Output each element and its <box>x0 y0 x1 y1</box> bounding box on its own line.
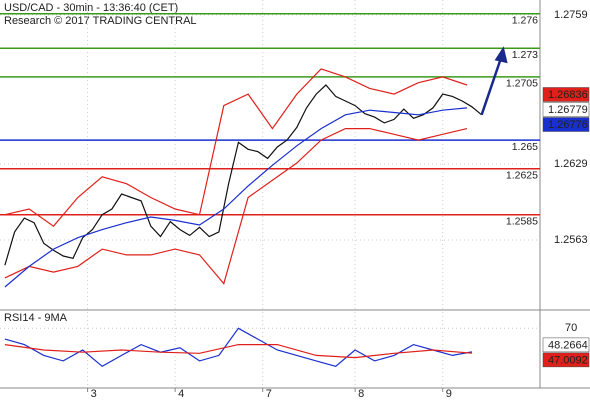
series-line <box>4 327 473 368</box>
y-tick-label: 1.2759 <box>554 9 588 21</box>
level-label: 1.2625 <box>506 170 538 182</box>
price-tag <box>542 117 590 132</box>
y-tick-label: 1.2629 <box>554 158 588 170</box>
x-tick-label: 9 <box>446 388 452 400</box>
price-tag <box>542 337 590 353</box>
price-tag-label: 48.2664 <box>548 339 588 351</box>
x-tick-label: 7 <box>266 388 272 400</box>
x-tick-label: 4 <box>178 388 184 400</box>
chart-title: USD/CAD - 30min - 13:36:40 (CET) <box>4 2 178 14</box>
chart-subtitle: Research © 2017 TRADING CENTRAL <box>4 15 197 27</box>
level-label: 1.276 <box>512 15 538 27</box>
price-tag-label: 1.26776 <box>548 119 588 131</box>
price-tag-label: 47.0092 <box>548 354 588 366</box>
level-label: 1.2585 <box>506 215 538 227</box>
price-tag <box>542 352 590 368</box>
level-label: 1.265 <box>512 141 538 153</box>
price-tag-label: 1.26779 <box>548 104 588 116</box>
y-tick-label: 1.2563 <box>554 234 588 246</box>
forecast-arrow-head <box>494 46 508 64</box>
level-label: 1.2705 <box>506 78 538 90</box>
series-line <box>4 128 468 285</box>
level-label: 1.273 <box>512 49 538 61</box>
forecast-arrow <box>480 55 503 116</box>
series-line <box>4 344 472 359</box>
series-line <box>4 68 468 228</box>
price-tag-label: 1.26836 <box>548 89 588 101</box>
series-line <box>4 107 468 288</box>
x-tick-label: 3 <box>91 388 97 400</box>
x-tick-label: 8 <box>358 388 364 400</box>
series-line <box>4 84 482 266</box>
price-tag <box>542 87 590 102</box>
y-tick-label: 70 <box>565 322 577 334</box>
indicator-title: RSI14 - 9MA <box>4 312 68 324</box>
price-tag <box>542 102 590 117</box>
